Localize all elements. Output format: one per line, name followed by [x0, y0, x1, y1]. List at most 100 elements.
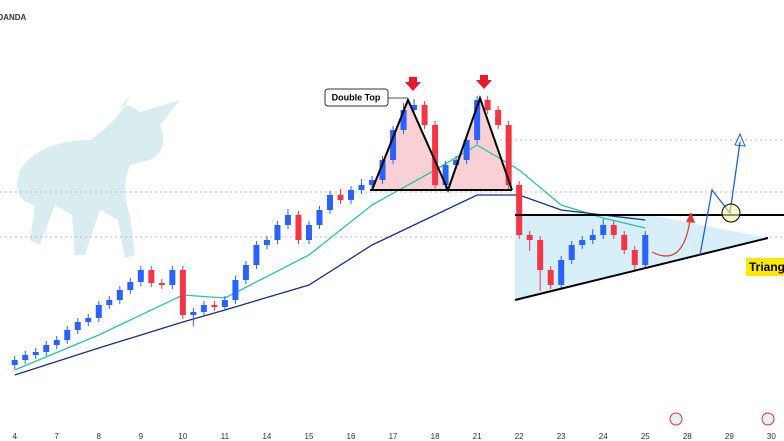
candle-body: [232, 280, 239, 300]
candle-body: [642, 235, 649, 265]
x-tick-label: 16: [347, 432, 356, 441]
top-arrow: [405, 77, 421, 91]
candle-body: [379, 160, 386, 180]
moving-average: [14, 194, 646, 376]
candle-body: [400, 110, 407, 130]
event-flag: [669, 412, 683, 426]
x-tick-label: 18: [431, 432, 440, 441]
x-tick-label: 11: [221, 432, 230, 441]
candle-body: [621, 235, 628, 250]
candle-body: [274, 225, 281, 240]
candle-body: [211, 305, 218, 307]
arrow-head: [686, 212, 695, 223]
x-tick-label: 25: [641, 432, 650, 441]
candle-body: [190, 312, 197, 315]
x-tick-label: 29: [725, 432, 734, 441]
candle-body: [484, 100, 491, 110]
candle-body: [495, 110, 502, 125]
candle-body: [253, 245, 260, 265]
candle-body: [137, 270, 144, 282]
plot: [11, 96, 649, 376]
candle-body: [390, 130, 397, 160]
arrow-head: [734, 132, 746, 147]
candle-body: [32, 352, 39, 355]
x-tick-label: 10: [178, 432, 187, 441]
candle-body: [348, 190, 355, 200]
candle-body: [421, 105, 428, 125]
candle-body: [568, 245, 575, 260]
x-tick-label: 14: [262, 432, 271, 441]
candle-body: [106, 300, 113, 305]
pattern-label: Double Top: [332, 92, 381, 102]
x-tick-label: 30: [767, 432, 776, 441]
candle-body: [85, 318, 92, 322]
candle-body: [316, 210, 323, 225]
x-tick-label: 9: [139, 432, 144, 441]
candle-body: [22, 355, 29, 360]
candle-body: [263, 240, 270, 245]
candle-body: [64, 330, 71, 340]
candle-body: [169, 270, 176, 285]
candle-body: [358, 185, 365, 190]
candle-body: [453, 160, 460, 165]
candle-body: [526, 235, 533, 240]
event-flag: [761, 412, 775, 426]
double-top-left: [372, 100, 448, 190]
x-tick-label: 22: [515, 432, 524, 441]
candle-body: [411, 105, 418, 110]
breakout-circle: [721, 203, 741, 223]
candle-body: [148, 270, 155, 283]
x-tick-label: 23: [557, 432, 566, 441]
candle-body: [600, 225, 607, 235]
moving-average: [14, 144, 646, 371]
candle-body: [127, 282, 134, 290]
candle-body: [547, 270, 554, 285]
candle-body: [589, 235, 596, 240]
candle-body: [74, 322, 81, 330]
source: OANDA: [0, 13, 27, 22]
x-tick-label: 7: [55, 432, 60, 441]
candle-body: [158, 283, 165, 285]
double-top-right: [448, 98, 512, 190]
candle-body: [369, 180, 376, 185]
label-box: [324, 88, 389, 107]
triangle-zone: [515, 215, 768, 300]
candle-body: [442, 165, 449, 185]
candle-body: [337, 195, 344, 200]
top-arrow: [476, 75, 492, 89]
candle-body: [43, 345, 50, 352]
x-tick-label: 17: [389, 432, 398, 441]
candle-body: [200, 305, 207, 312]
candle-body: [558, 260, 565, 285]
candle-body: [305, 225, 312, 240]
candle-body: [631, 250, 638, 265]
x-tick-label: 8: [97, 432, 102, 441]
candle-body: [537, 240, 544, 270]
x-tick-label: 4: [12, 432, 17, 441]
candle-body: [610, 225, 617, 235]
candle-body: [11, 360, 18, 365]
candle-body: [116, 290, 123, 300]
x-tick-label: 24: [599, 432, 608, 441]
label-box: [746, 258, 784, 276]
candle-body: [95, 305, 102, 318]
candle-body: [179, 270, 186, 315]
candle-body: [53, 340, 60, 345]
candle-body: [326, 195, 333, 210]
candle-body: [516, 185, 523, 235]
bull-illustration: [17, 95, 181, 258]
candle-body: [284, 215, 291, 225]
candle-body: [432, 125, 439, 185]
candle-body: [221, 300, 228, 307]
guide-lines: [0, 139, 784, 238]
candle-body: [242, 265, 249, 280]
projection-path: [699, 141, 741, 256]
candle-body: [474, 100, 481, 140]
candle-body: [505, 125, 512, 185]
candle-body: [295, 215, 302, 240]
pattern-label: Triangle: [749, 260, 784, 274]
candle-body: [579, 240, 586, 245]
triangle-bottom: [514, 237, 769, 301]
x-tick-label: 15: [305, 432, 314, 441]
